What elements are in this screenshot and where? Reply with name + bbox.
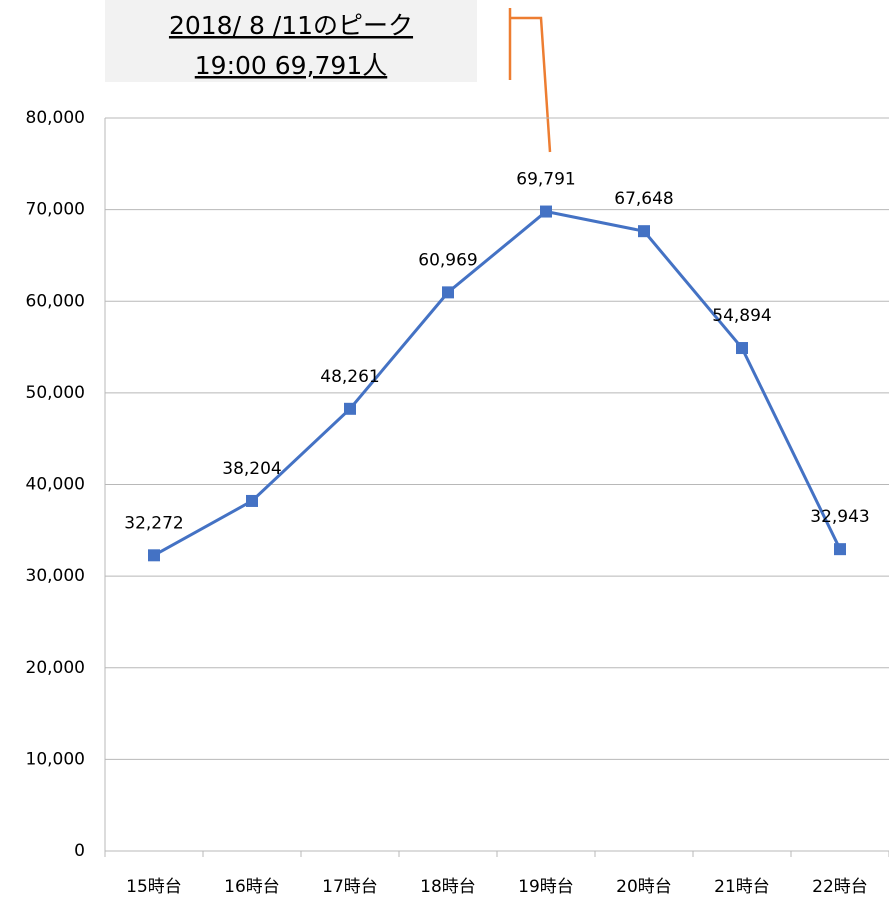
data-label: 32,943 [810, 507, 869, 527]
y-tick-label: 60,000 [26, 291, 85, 311]
marker [834, 543, 846, 556]
data-label: 38,204 [222, 459, 281, 479]
x-tick-label: 16時台 [224, 877, 280, 897]
data-label: 67,648 [614, 189, 673, 209]
y-tick-label: 70,000 [26, 200, 85, 220]
marker [540, 205, 552, 218]
y-tick-label: 80,000 [26, 108, 85, 128]
y-tick-label: 50,000 [26, 383, 85, 403]
x-tick-label: 19時台 [518, 877, 574, 897]
marker [148, 549, 160, 562]
x-tick-label: 20時台 [616, 877, 672, 897]
callout-line [508, 8, 552, 153]
data-label: 69,791 [516, 170, 575, 190]
x-tick-label: 21時台 [714, 877, 770, 897]
series-line [153, 209, 842, 557]
data-label: 32,272 [124, 513, 183, 533]
annotation-box [105, 0, 477, 82]
y-tick-label: 30,000 [26, 566, 85, 586]
x-tick-label: 22時台 [812, 877, 868, 897]
annotation-line: 19:00 69,791人 [195, 51, 387, 80]
data-label: 48,261 [320, 367, 379, 387]
data-label: 60,969 [418, 250, 477, 270]
x-tick-label: 18時台 [420, 877, 476, 897]
y-tick-label: 20,000 [26, 658, 85, 678]
y-tick-label: 40,000 [26, 475, 85, 495]
x-tick-label: 15時台 [126, 877, 182, 897]
y-tick-label: 0 [74, 841, 85, 861]
y-tick-label: 10,000 [26, 749, 85, 769]
marker [638, 225, 650, 238]
annotation-line: 2018/ 8 /11のピーク [169, 11, 413, 40]
marker [344, 402, 356, 415]
data-label: 54,894 [712, 306, 771, 326]
marker [736, 342, 748, 355]
marker [442, 286, 454, 299]
x-tick-label: 17時台 [322, 877, 378, 897]
marker [246, 494, 258, 507]
